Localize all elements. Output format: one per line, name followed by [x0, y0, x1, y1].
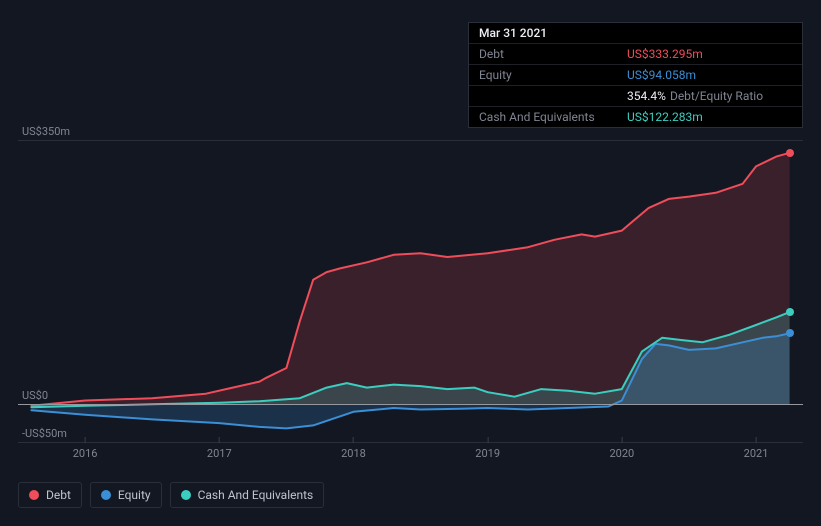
y-gridline: [18, 442, 803, 443]
x-axis-label: 2016: [73, 447, 98, 460]
tooltip-cash-value: US$122.283m: [627, 110, 703, 124]
cash-end-marker: [786, 308, 794, 316]
x-axis-label: 2018: [341, 447, 366, 460]
legend-item-debt[interactable]: Debt: [18, 482, 82, 508]
x-axis-tick: 2016: [73, 437, 98, 460]
tooltip-equity-label: Equity: [479, 68, 627, 82]
legend-label: Debt: [46, 488, 71, 502]
equity-end-marker: [786, 329, 794, 337]
tooltip-ratio-row: 354.4% Debt/Equity Ratio: [469, 86, 802, 107]
legend-swatch-icon: [29, 490, 39, 500]
debt-end-marker: [786, 149, 794, 157]
chart-legend: Debt Equity Cash And Equivalents: [18, 482, 324, 508]
x-axis-label: 2020: [609, 447, 634, 460]
tooltip-equity-value: US$94.058m: [627, 68, 696, 82]
tooltip-debt-value: US$333.295m: [627, 47, 703, 61]
y-gridline: [18, 404, 803, 405]
legend-label: Cash And Equivalents: [198, 488, 314, 502]
x-axis-label: 2019: [475, 447, 500, 460]
x-axis-tick: 2018: [341, 437, 366, 460]
tooltip-cash-row: Cash And Equivalents US$122.283m: [469, 107, 802, 127]
x-axis-tick: 2019: [475, 437, 500, 460]
tooltip-equity-row: Equity US$94.058m: [469, 65, 802, 86]
tooltip-ratio-value: 354.4%: [627, 89, 666, 103]
legend-swatch-icon: [181, 490, 191, 500]
tooltip-date: Mar 31 2021: [479, 26, 627, 40]
tooltip-debt-label: Debt: [479, 47, 627, 61]
x-axis-label: 2017: [207, 447, 232, 460]
legend-label: Equity: [118, 488, 151, 502]
y-gridline: [18, 140, 803, 141]
x-axis-label: 2021: [744, 447, 769, 460]
legend-item-cash[interactable]: Cash And Equivalents: [170, 482, 325, 508]
x-axis-tick: 2017: [207, 437, 232, 460]
legend-item-equity[interactable]: Equity: [90, 482, 162, 508]
y-axis-label: US$0: [22, 389, 48, 404]
x-axis-tick: 2020: [609, 437, 634, 460]
tooltip-ratio-suffix: Debt/Equity Ratio: [670, 89, 763, 103]
x-axis-tick: 2021: [744, 437, 769, 460]
legend-swatch-icon: [101, 490, 111, 500]
tooltip-cash-label: Cash And Equivalents: [479, 110, 627, 124]
chart-tooltip: Mar 31 2021 Debt US$333.295m Equity US$9…: [468, 22, 803, 128]
tooltip-debt-row: Debt US$333.295m: [469, 44, 802, 65]
y-axis-label: US$350m: [22, 125, 70, 140]
tooltip-date-row: Mar 31 2021: [469, 23, 802, 44]
y-axis-label: -US$50m: [22, 427, 67, 442]
